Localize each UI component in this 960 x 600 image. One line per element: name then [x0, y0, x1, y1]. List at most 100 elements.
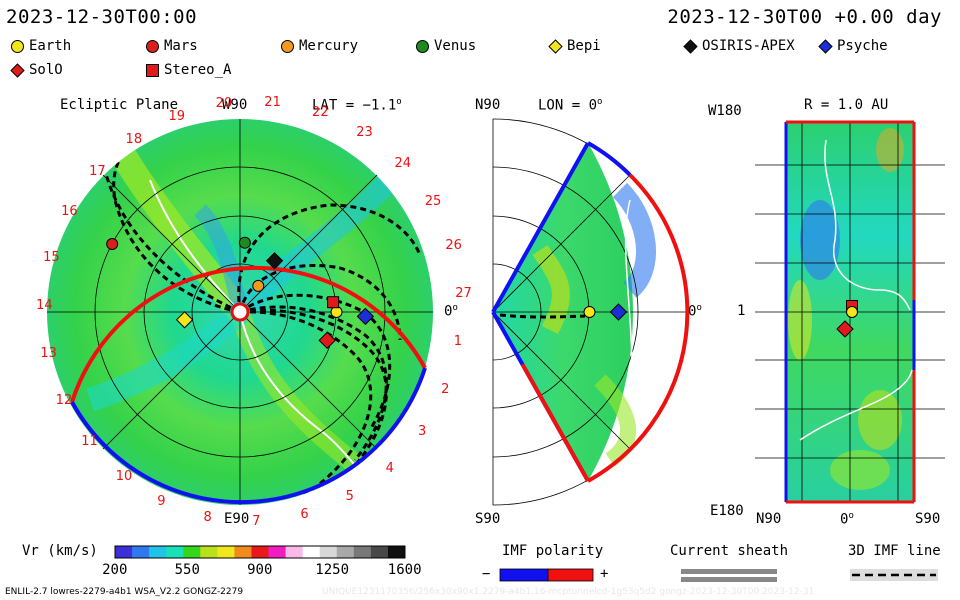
colorbar-segment — [149, 546, 167, 558]
imf-label: IMF polarity — [502, 543, 604, 559]
ecliptic-top-label: W90 — [222, 97, 248, 113]
carrington-tick: 14 — [36, 297, 53, 313]
carrington-tick: 20 — [215, 96, 233, 112]
legend-item-earth: Earth — [10, 38, 71, 54]
legend-item-bepi: Bepi — [548, 38, 601, 54]
colorbar-segment — [336, 546, 355, 558]
legend-label: Mars — [164, 38, 198, 54]
header-right-time: 2023-12-30T00 +0.00 day — [667, 6, 942, 28]
map-x-right: S90 — [915, 511, 941, 527]
colorbar-segment — [319, 546, 338, 558]
legend-label: Psyche — [837, 38, 888, 54]
ecliptic-lat-label: LAT = −1.1o — [312, 97, 402, 114]
legend-item-venus: Venus — [415, 38, 476, 54]
imf-plus: + — [600, 566, 609, 582]
colorbar-segment — [200, 546, 218, 558]
carrington-tick: 15 — [43, 249, 60, 265]
carrington-tick: 4 — [385, 460, 394, 476]
colorbar-segment — [234, 546, 252, 558]
imf3d-label: 3D IMF line — [848, 543, 941, 559]
carrington-tick: 8 — [203, 509, 212, 525]
colorbar-segment — [370, 546, 389, 558]
carrington-tick: 19 — [168, 108, 185, 124]
bodies-layer — [106, 236, 858, 350]
map-x-mid: 0o — [840, 511, 854, 528]
colorbar-segment — [302, 546, 321, 558]
colorbar-segment — [183, 546, 201, 558]
map-y-top: W180 — [708, 103, 742, 119]
carrington-tick: 13 — [40, 346, 57, 362]
carrington-tick: 3 — [418, 424, 427, 440]
footer-left: ENLIL-2.7 lowres-2279-a4b1 WSA_V2.2 GONG… — [5, 587, 244, 597]
legend-item-stereo-a: Stereo_A — [145, 62, 231, 78]
current-sheath-swatch — [681, 569, 777, 574]
body-mercury — [252, 279, 265, 292]
imf-pos-swatch — [547, 568, 594, 582]
map-y-bottom: E180 — [710, 503, 744, 519]
colorbar-label: Vr (km/s) — [22, 543, 98, 559]
meridional-top-label: N90 — [475, 97, 501, 113]
legend-label: Mercury — [299, 38, 359, 54]
carrington-tick: 21 — [264, 94, 281, 110]
meridional-lon-label: LON = 0o — [538, 97, 603, 114]
carrington-tick: 11 — [81, 434, 98, 450]
body-bepi — [175, 311, 194, 329]
imf-neg-swatch — [499, 568, 549, 582]
body-solo — [318, 331, 336, 350]
colorbar-segment — [268, 546, 287, 558]
colorbar-tick: 550 — [174, 562, 200, 578]
carrington-tick: 17 — [89, 164, 106, 180]
carrington-tick: 10 — [115, 468, 133, 484]
legend-item-osiris-apex: OSIRIS-APEX — [683, 38, 795, 54]
colorbar-segment — [285, 546, 304, 558]
body-earth — [846, 306, 858, 318]
body-mars — [106, 238, 119, 251]
body-osiris-apex — [265, 252, 284, 270]
legend-label: Stereo_A — [164, 62, 232, 78]
colorbar-segment — [387, 546, 406, 558]
meridional-bottom-label: S90 — [475, 511, 501, 527]
body-earth — [583, 306, 596, 318]
colorbar-segment — [353, 546, 372, 558]
legend-label: Earth — [29, 38, 72, 54]
colorbar-segment — [166, 546, 184, 558]
ecliptic-title: Ecliptic Plane — [60, 97, 179, 113]
carrington-tick: 16 — [61, 204, 78, 220]
carrington-tick: 1 — [453, 334, 463, 350]
body-psyche — [609, 303, 628, 321]
meridional-right-label: 0o — [688, 303, 702, 320]
legend-item-solo: SolO — [10, 62, 63, 78]
colorbar-tick: 1600 — [387, 562, 422, 578]
carrington-tick: 9 — [157, 494, 166, 510]
carrington-tick: 2 — [441, 381, 450, 397]
carrington-tick: 7 — [252, 513, 261, 529]
footer-right: UNIQUE1231170356/256x30x90x1.2279-a4b1.1… — [322, 587, 815, 597]
carrington-tick: 25 — [424, 193, 442, 209]
carrington-tick: 22 — [312, 104, 329, 120]
map-title: R = 1.0 AU — [804, 97, 889, 113]
map-y-mid: 1 — [737, 303, 746, 319]
body-stereo-a — [327, 296, 340, 309]
imf-minus: − — [482, 566, 491, 582]
carrington-tick: 5 — [345, 488, 354, 504]
body-solo — [836, 320, 854, 338]
colorbar-tick: 900 — [247, 562, 273, 578]
colorbar-segment — [217, 546, 235, 558]
legend-label: SolO — [29, 62, 63, 78]
colorbar-tick: 1250 — [315, 562, 350, 578]
ecliptic-plane-panel — [47, 119, 433, 505]
body-venus — [238, 236, 251, 249]
carrington-tick: 27 — [455, 285, 472, 301]
colorbar-tick: 200 — [102, 562, 128, 578]
carrington-tick: 24 — [394, 155, 412, 171]
legend-item-psyche: Psyche — [818, 38, 888, 54]
legend-label: Bepi — [567, 38, 601, 54]
ecliptic-bottom-label: E90 — [224, 511, 250, 527]
legend-label: Venus — [434, 38, 477, 54]
legend-item-mercury: Mercury — [280, 38, 358, 54]
carrington-tick: 18 — [125, 131, 143, 147]
carrington-tick: 6 — [300, 506, 309, 522]
map-x-left: N90 — [756, 511, 782, 527]
colorbar-segment — [115, 546, 133, 558]
